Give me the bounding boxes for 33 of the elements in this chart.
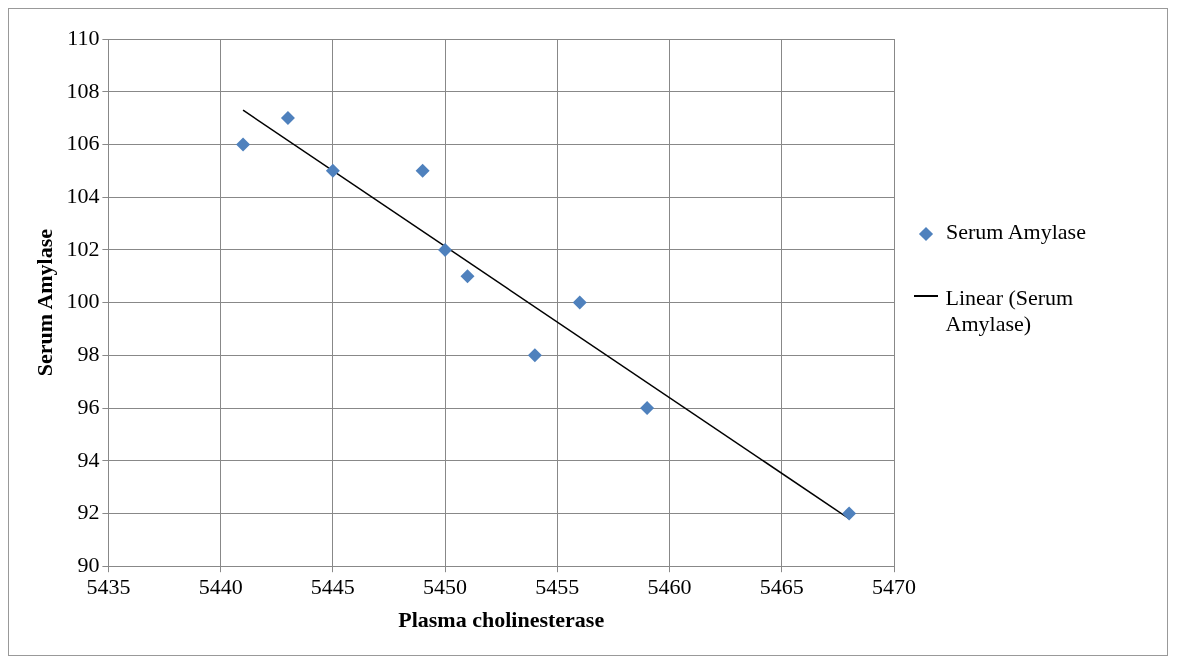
- x-tick-label: 5440: [198, 574, 243, 600]
- y-tick-label: 90: [77, 551, 100, 577]
- y-tick-label: 110: [67, 24, 100, 50]
- y-tick-label: 94: [77, 446, 100, 472]
- point: [438, 242, 453, 257]
- point: [236, 137, 251, 152]
- point: [842, 506, 857, 521]
- point: [640, 401, 655, 416]
- y-tick-label: 106: [66, 130, 100, 156]
- y-axis-title: Serum Amylase: [31, 228, 57, 377]
- x-tick-label: 5470: [872, 574, 916, 600]
- point: [460, 269, 475, 284]
- x-tick-label: 5465: [759, 574, 804, 600]
- x-tick-label: 5455: [535, 574, 580, 600]
- x-tick-label: 5450: [423, 574, 468, 600]
- y-tick-label: 98: [77, 341, 100, 367]
- y-tick-label: 100: [66, 288, 100, 314]
- x-tick-label: 5445: [310, 574, 355, 600]
- y-tick-label: 108: [66, 77, 100, 103]
- point: [572, 295, 587, 310]
- legend-label: Serum Amylase: [946, 219, 1086, 245]
- point: [325, 163, 340, 178]
- y-tick-label: 96: [77, 393, 100, 419]
- x-axis-title: Plasma cholinesterase: [398, 607, 605, 633]
- y-tick-label: 102: [66, 235, 100, 261]
- x-tick-label: 5460: [647, 574, 692, 600]
- point: [280, 111, 295, 126]
- point: [527, 348, 542, 363]
- y-tick-label: 92: [77, 499, 100, 525]
- y-tick-label: 104: [66, 182, 100, 208]
- point: [415, 163, 430, 178]
- legend-label: Linear (Serum Amylase): [945, 285, 1075, 337]
- x-tick-label: 5435: [86, 574, 131, 600]
